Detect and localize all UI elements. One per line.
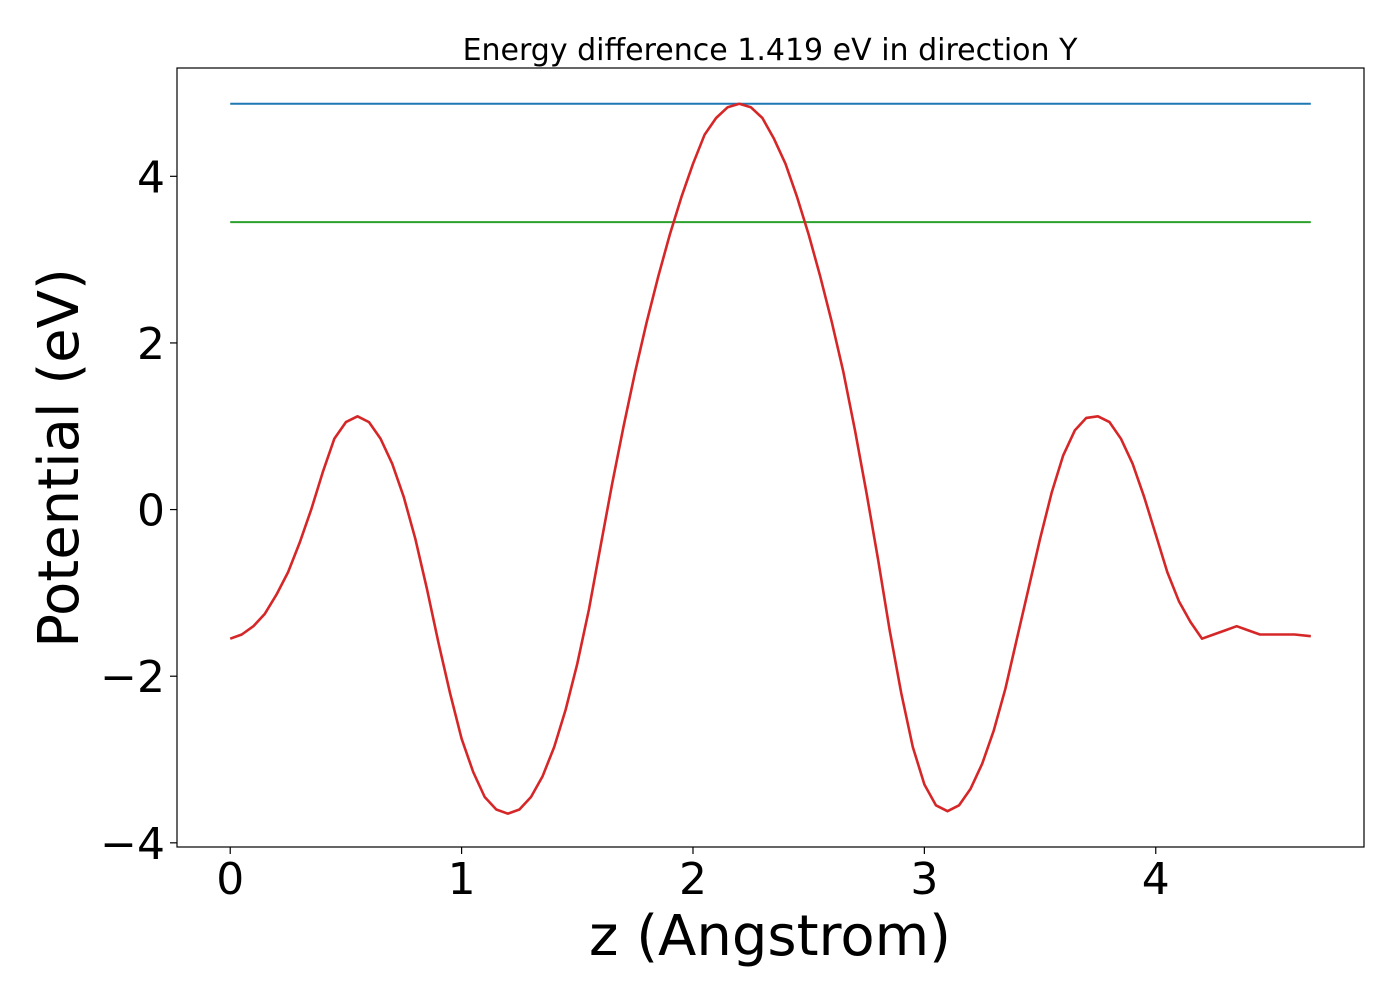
x-tick-label: 3 (910, 854, 938, 905)
y-tick-label: −4 (100, 819, 165, 870)
y-axis-label: Potential (eV) (27, 268, 92, 648)
x-tick-label: 2 (679, 854, 707, 905)
x-axis-label: z (Angstrom) (589, 904, 951, 969)
series-layer (229, 102, 1311, 816)
x-tick-label: 0 (216, 854, 244, 905)
chart-title: Energy difference 1.419 eV in direction … (463, 33, 1079, 68)
x-axis-ticks: 0 1 2 3 4 (216, 847, 1170, 905)
series-line-3 (229, 102, 1311, 816)
y-tick-label: 2 (137, 319, 165, 370)
y-tick-label: 0 (137, 486, 165, 537)
y-tick-label: −2 (100, 652, 165, 703)
y-axis-ticks: −4 −2 0 2 4 (100, 152, 177, 870)
y-tick-label: 4 (137, 152, 165, 203)
x-tick-label: 4 (1142, 854, 1170, 905)
x-tick-label: 1 (448, 854, 476, 905)
axes-frame (176, 67, 1365, 848)
